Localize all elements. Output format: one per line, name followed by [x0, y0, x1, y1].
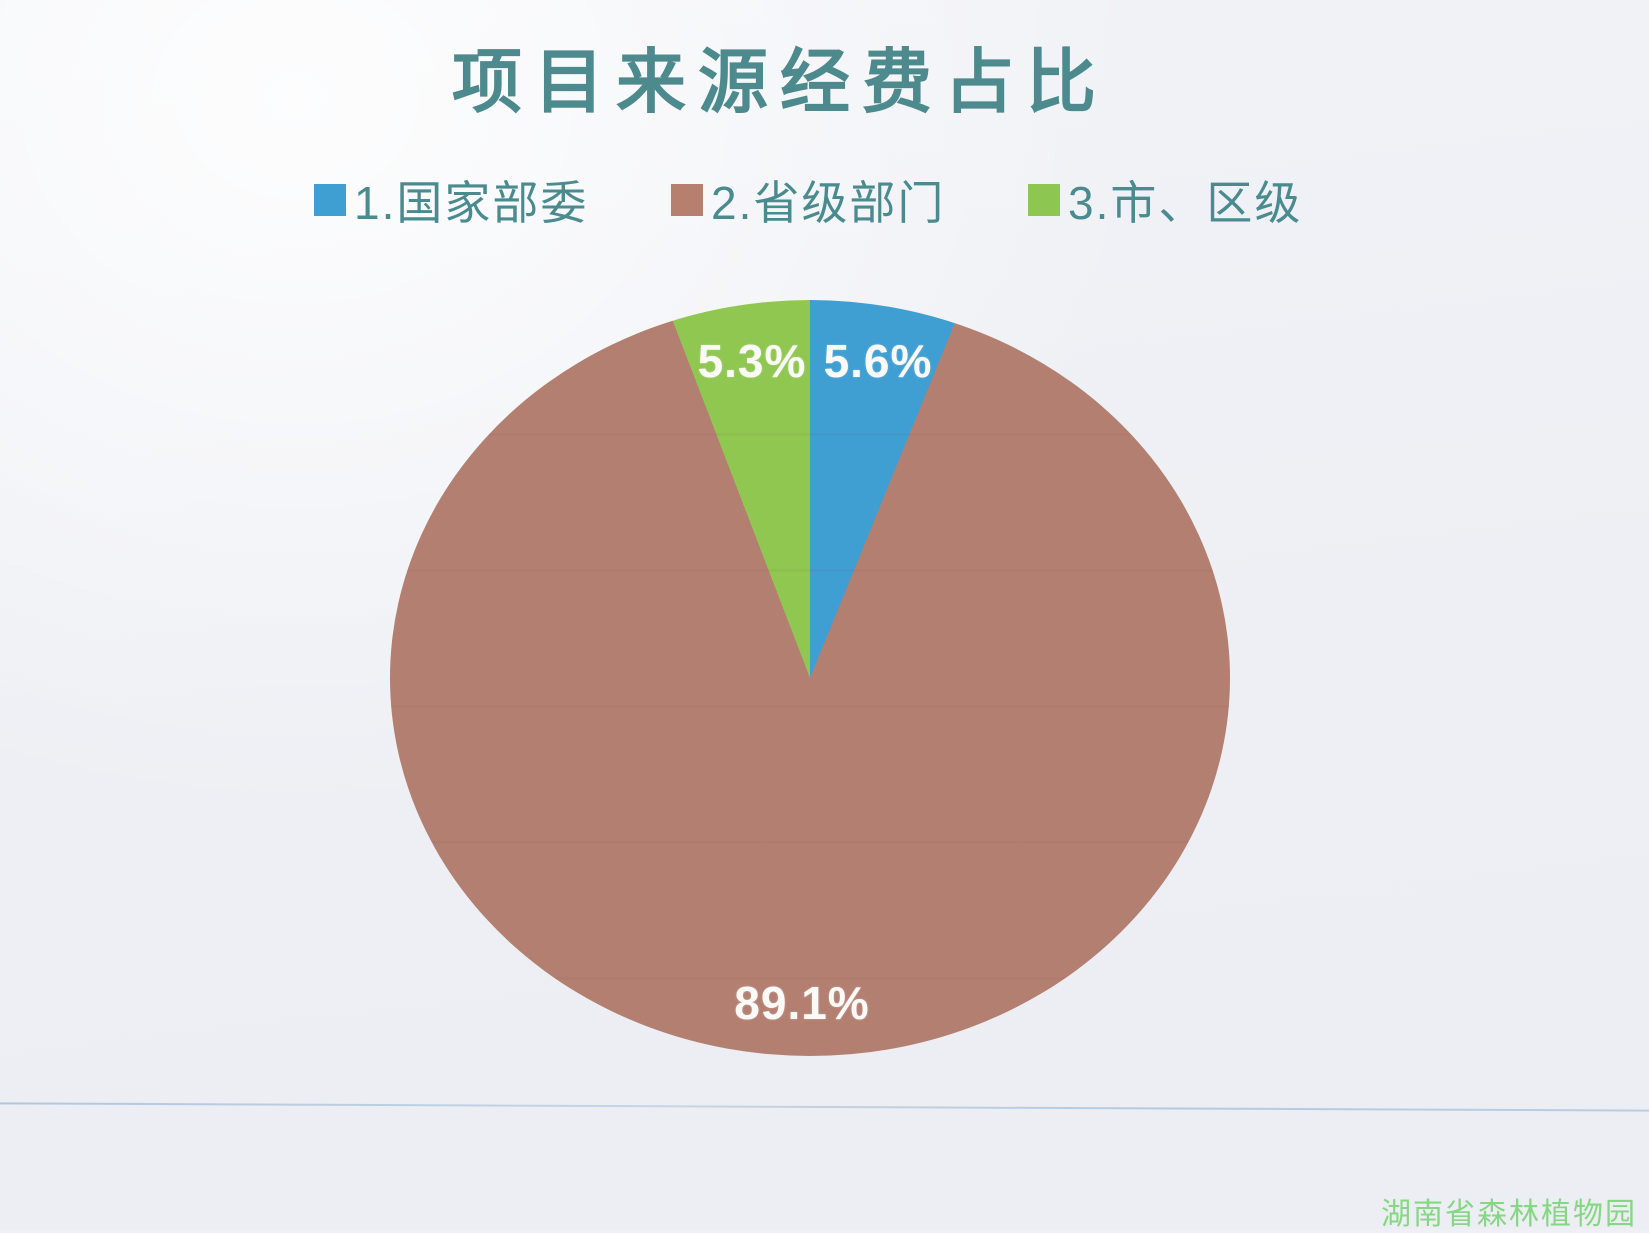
chart-legend: 1.国家部委 2.省级部门 3.市、区级 — [0, 168, 1649, 232]
pie-chart — [390, 300, 1230, 1056]
faint-ruled-line — [0, 1102, 1649, 1112]
legend-label: 1.国家部委 — [354, 177, 589, 229]
legend-label: 3.市、区级 — [1068, 177, 1303, 229]
legend-item-city-district: 3.市、区级 — [1028, 168, 1302, 232]
legend-swatch-green — [1028, 184, 1060, 216]
slice-label-city-district: 5.3% — [697, 335, 807, 387]
legend-swatch-brown — [671, 184, 703, 216]
slice-label-national: 5.6% — [823, 335, 933, 387]
legend-item-provincial: 2.省级部门 — [671, 168, 945, 232]
watermark-text: 湖南省森林植物园 — [1381, 1198, 1637, 1231]
slice-label-provincial: 89.1% — [734, 977, 870, 1029]
legend-item-national: 1.国家部委 — [314, 168, 588, 232]
scan-band-artifacts — [390, 300, 1230, 1056]
legend-label: 2.省级部门 — [711, 177, 946, 229]
pie-circle — [390, 300, 1230, 1056]
legend-swatch-blue — [314, 184, 346, 216]
chart-title: 项目来源经费占比 — [452, 43, 1108, 121]
